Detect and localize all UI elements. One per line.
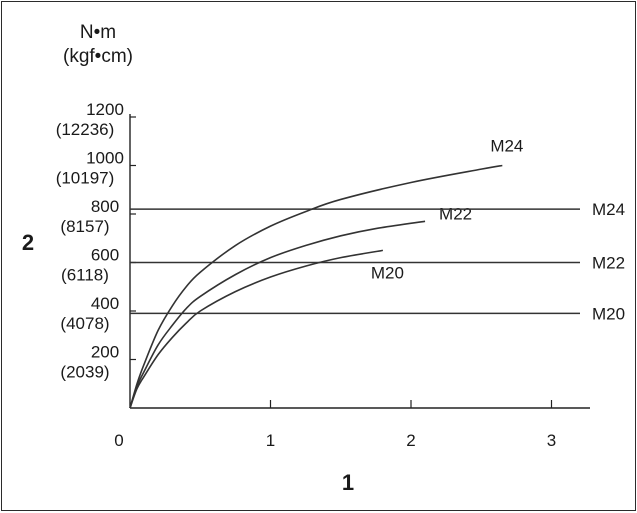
y-tick-label: 600 bbox=[91, 246, 119, 265]
x-tick-label: 0 bbox=[114, 431, 123, 450]
x-axis-label: 1 bbox=[342, 470, 354, 495]
threshold-label: M22 bbox=[592, 254, 625, 273]
y-tick-sublabel: (12236) bbox=[56, 120, 115, 139]
y-tick-sublabel: (8157) bbox=[60, 217, 109, 236]
y-unit-label: N•m bbox=[80, 22, 116, 43]
y-tick-label: 200 bbox=[91, 343, 119, 362]
y-tick-label: 1000 bbox=[86, 149, 124, 168]
x-tick-label: 1 bbox=[266, 431, 275, 450]
y-unit-sublabel: (kgf•cm) bbox=[63, 46, 133, 67]
y-tick-sublabel: (2039) bbox=[60, 363, 109, 382]
y-tick-sublabel: (6118) bbox=[61, 266, 109, 285]
y-axis-label: 2 bbox=[22, 230, 34, 255]
threshold-label: M20 bbox=[592, 304, 625, 323]
series-label: M22 bbox=[439, 204, 472, 223]
series-label: M20 bbox=[371, 263, 404, 282]
y-tick-label: 1200 bbox=[86, 100, 124, 119]
series-curve bbox=[129, 220, 426, 409]
y-tick-label: 400 bbox=[91, 294, 119, 313]
x-tick-label: 2 bbox=[406, 431, 415, 450]
plot-area: 200(2039) 400(4078) 600(6118) 800(8157) 1000… bbox=[56, 100, 625, 450]
threshold-label: M24 bbox=[592, 200, 625, 219]
y-tick-sublabel: (4078) bbox=[60, 314, 109, 333]
x-tick-label: 3 bbox=[547, 431, 556, 450]
y-tick-sublabel: (10197) bbox=[56, 169, 115, 188]
series-label: M24 bbox=[490, 137, 523, 156]
y-tick-label: 800 bbox=[91, 197, 119, 216]
series-curve bbox=[129, 164, 503, 409]
series-curve bbox=[129, 249, 384, 409]
